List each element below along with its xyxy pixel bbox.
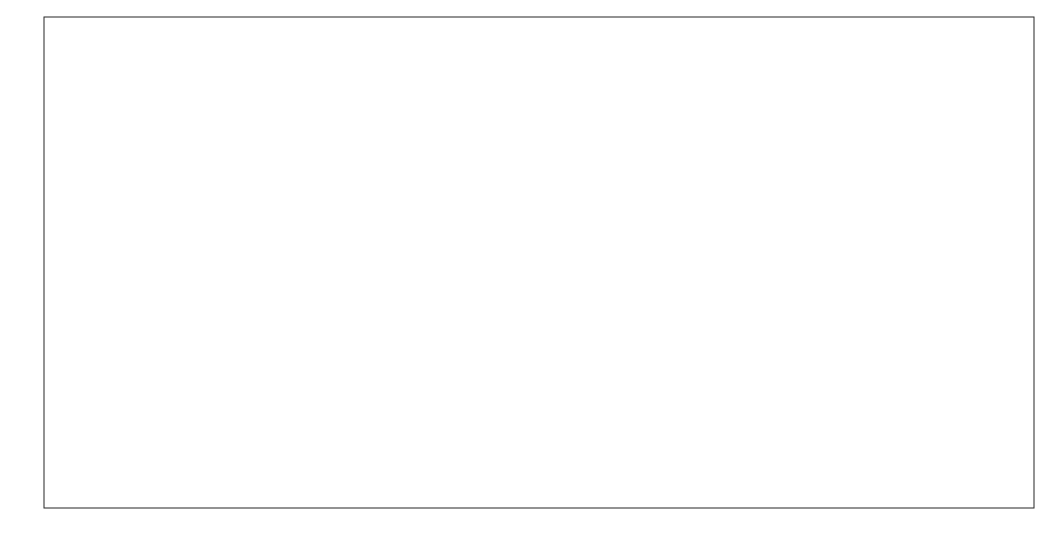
plot-frame [43,16,1035,509]
